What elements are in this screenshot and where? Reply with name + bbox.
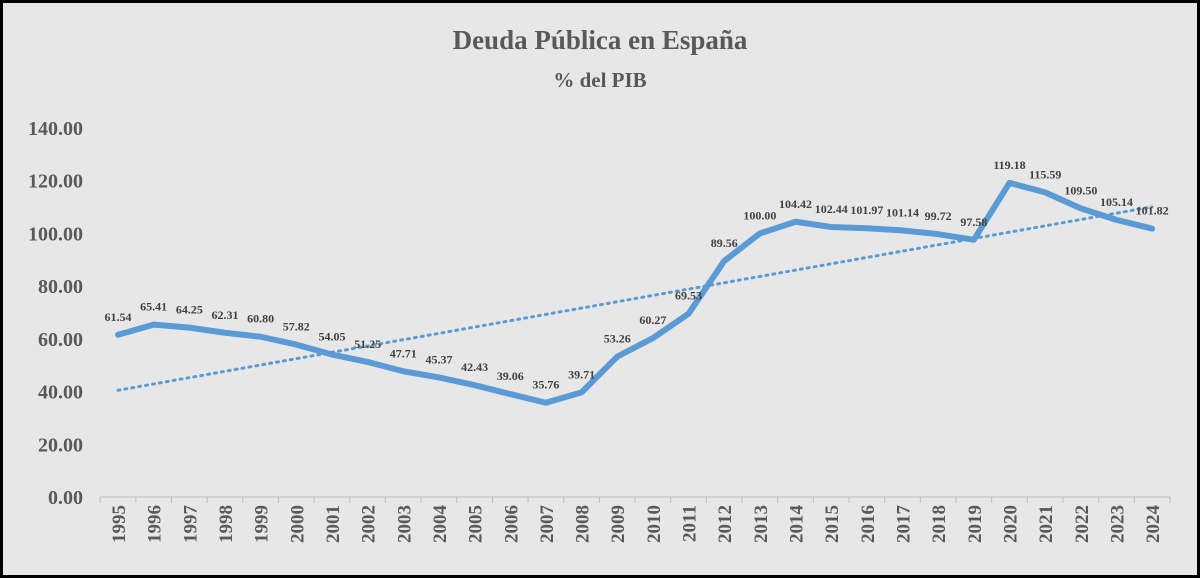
x-tick-label: 2007 [537,505,558,544]
data-label: 119.18 [993,158,1025,172]
x-tick-label: 2015 [822,505,843,543]
x-tick-label: 2004 [430,505,451,544]
data-label: 54.05 [318,330,345,344]
data-label: 39.06 [497,369,524,383]
x-tick-label: 2016 [858,505,879,543]
line-chart: Deuda Pública en España % del PIB 0.00 20… [28,25,1171,544]
y-tick-label: 20.00 [38,434,83,456]
data-label: 100.00 [743,208,776,222]
x-tick-label: 2017 [894,505,915,544]
data-label: 57.82 [283,320,310,334]
x-tick-label: 2014 [787,505,808,544]
x-tick-label: 1999 [252,505,273,543]
x-tick-label: 2024 [1143,505,1164,544]
x-tick-label: 1998 [216,505,237,543]
data-label: 45.37 [425,352,452,366]
x-tick-label: 1996 [145,505,166,543]
y-tick-label: 0.00 [48,487,83,509]
data-label: 60.27 [639,313,666,327]
data-label: 99.72 [925,209,952,223]
chart-subtitle: % del PIB [553,68,646,92]
x-tick-label: 2002 [359,505,380,543]
data-label: 65.41 [140,300,167,314]
data-label: 101.97 [850,203,883,217]
trendline [116,205,1154,392]
x-tick-label: 2012 [715,505,736,543]
x-tick-label: 2013 [751,505,772,543]
y-tick-label: 40.00 [38,382,83,404]
x-tick-label: 2010 [644,505,665,543]
data-label: 105.14 [1100,195,1133,209]
data-label: 53.26 [604,332,631,346]
x-tick-label: 2003 [394,505,415,543]
chart-frame: Deuda Pública en España % del PIB 0.00 20… [3,3,1197,575]
x-tick-label: 1995 [109,505,130,543]
data-label: 61.54 [105,310,132,324]
data-label: 51.25 [354,337,381,351]
data-label: 47.71 [390,346,417,360]
x-tick-label: 2011 [680,505,701,542]
data-label: 104.42 [779,197,812,211]
x-tick-label: 2009 [608,505,629,543]
x-tick-label: 2006 [501,505,522,543]
x-tick-label: 2019 [965,505,986,543]
data-label: 62.31 [211,308,238,322]
x-tick-label: 2000 [287,505,308,543]
data-label: 35.76 [532,378,559,392]
chart-title: Deuda Pública en España [453,25,748,55]
data-label: 60.80 [247,312,274,326]
data-label: 64.25 [176,303,203,317]
data-label: 102.44 [815,202,848,216]
x-tick-label: 2008 [573,505,594,543]
y-tick-label: 60.00 [38,329,83,351]
x-tick-label: 2023 [1107,505,1128,543]
x-tick-label: 2001 [323,505,344,543]
data-label: 97.58 [960,215,987,229]
x-tick-label: 2005 [466,505,487,543]
y-tick-label: 140.00 [28,118,83,140]
data-label: 89.56 [711,236,738,250]
data-label: 101.14 [886,205,919,219]
x-tick-label: 1997 [180,505,201,544]
data-label: 69.53 [675,289,702,303]
y-tick-label: 100.00 [28,223,83,245]
x-tick-label: 2022 [1072,505,1093,543]
data-label: 42.43 [461,360,488,374]
series-line [115,179,1156,406]
data-label: 115.59 [1029,167,1061,181]
data-label: 101.82 [1136,204,1169,218]
y-tick-label: 120.00 [28,171,83,193]
x-tick-label: 2020 [1001,505,1022,543]
data-label: 39.71 [568,367,595,381]
x-tick-label: 2018 [929,505,950,543]
data-label: 109.50 [1064,183,1097,197]
y-tick-label: 80.00 [38,276,83,298]
x-tick-label: 2021 [1036,505,1057,543]
